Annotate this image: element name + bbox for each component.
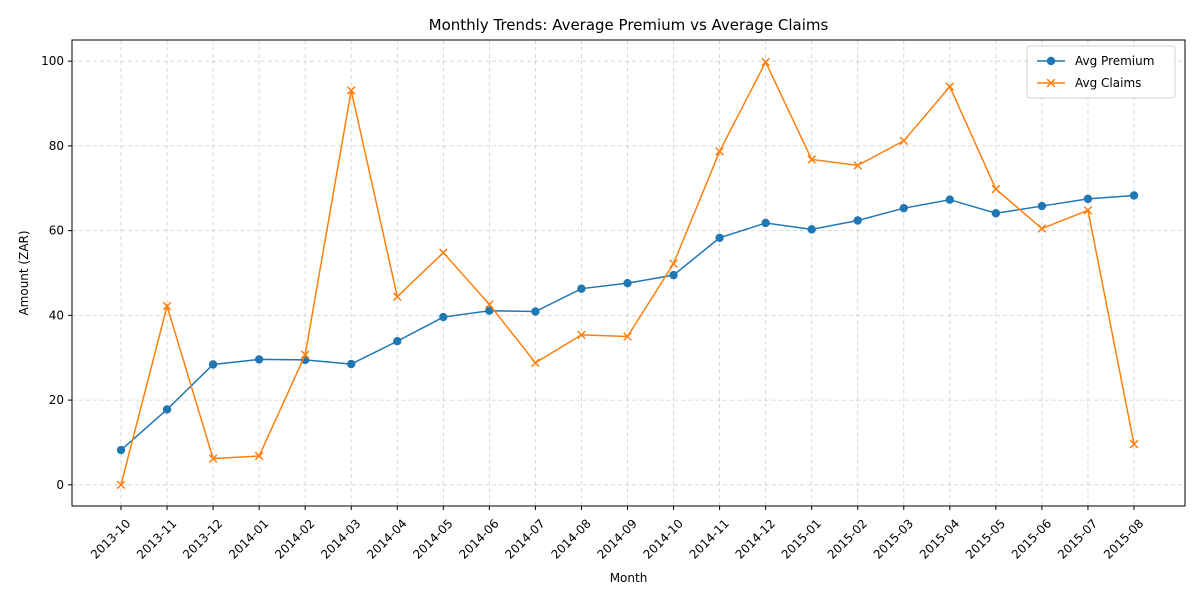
data-point (254, 355, 264, 364)
data-point (899, 136, 909, 146)
data-point (1037, 201, 1047, 211)
data-point (1083, 205, 1093, 215)
x-tick-label: 2014-12 (733, 516, 778, 561)
data-point (991, 184, 1001, 194)
data-point (254, 451, 264, 461)
data-point (853, 216, 862, 225)
data-point (945, 82, 955, 91)
x-tick-label: 2014-08 (548, 516, 593, 561)
x-tick-label: 2014-06 (456, 516, 501, 561)
x-tick-label: 2014-02 (272, 516, 317, 561)
data-point (1129, 439, 1139, 449)
y-axis-label: Amount (ZAR) (17, 230, 31, 315)
data-point (438, 248, 448, 257)
x-tick-label: 2014-04 (364, 516, 409, 561)
y-tick-label: 20 (49, 393, 64, 407)
data-point (577, 330, 586, 340)
data-point (116, 480, 126, 490)
x-tick-label: 2014-09 (594, 516, 639, 561)
data-point (807, 225, 816, 234)
x-tick-label: 2013-12 (180, 516, 225, 561)
data-point (485, 300, 494, 309)
x-tick-label: 2014-05 (410, 516, 455, 561)
y-tick-label: 40 (49, 308, 64, 322)
data-point (761, 57, 770, 67)
x-tick-label: 2013-11 (134, 516, 179, 561)
x-tick-label: 2015-05 (963, 516, 1008, 561)
y-tick-label: 60 (49, 224, 64, 238)
data-point (346, 86, 356, 95)
data-point (485, 306, 494, 315)
data-point (577, 284, 586, 293)
data-point (669, 259, 678, 269)
data-point (669, 270, 678, 280)
data-point (623, 278, 632, 288)
data-point (531, 307, 540, 316)
x-tick-label: 2015-06 (1009, 516, 1054, 561)
series-avg-claims (116, 57, 1139, 490)
legend-label: Avg Premium (1075, 54, 1154, 68)
x-tick-label: 2015-03 (871, 516, 916, 561)
legend-item: Avg Premium (1037, 54, 1154, 68)
legend-marker (1046, 78, 1056, 88)
x-axis: 2013-10 2013-11 2013-12 2014-01 2014-02 2014-… (88, 506, 1146, 562)
data-point (991, 209, 1001, 218)
y-tick-label: 80 (49, 139, 64, 153)
x-tick-label: 2014-01 (226, 516, 271, 561)
data-point (623, 332, 632, 341)
x-tick-label: 2015-02 (825, 516, 870, 561)
x-tick-label: 2014-10 (641, 516, 686, 561)
legend: Avg Premium Avg Claims (1026, 45, 1176, 99)
data-point (162, 405, 172, 414)
data-point (715, 233, 724, 243)
series-avg-premium (116, 191, 1139, 455)
chart-title: Monthly Trends: Average Premium vs Avera… (429, 16, 829, 34)
x-tick-label: 2015-08 (1101, 516, 1146, 561)
x-axis-label: Month (610, 571, 648, 585)
data-point (1129, 191, 1139, 200)
data-point (715, 147, 724, 156)
data-point (807, 155, 817, 164)
data-point (761, 218, 770, 228)
data-point (1037, 224, 1047, 233)
data-point (531, 358, 540, 368)
data-point (392, 292, 402, 302)
x-tick-label: 2014-11 (687, 516, 732, 561)
data-point (1083, 194, 1093, 204)
data-point (945, 195, 955, 204)
x-tick-label: 2015-04 (917, 516, 962, 561)
legend-marker (1046, 56, 1056, 66)
data-point (347, 359, 356, 369)
x-tick-label: 2015-01 (779, 516, 824, 561)
legend-label: Avg Claims (1075, 76, 1141, 90)
x-tick-label: 2014-07 (502, 516, 547, 561)
data-point (393, 337, 402, 346)
data-point (162, 301, 172, 311)
grid (72, 40, 1185, 506)
data-point (208, 360, 218, 369)
y-tick-label: 0 (56, 478, 64, 492)
y-tick-label: 100 (41, 54, 64, 68)
data-point (899, 203, 908, 213)
data-point (208, 454, 218, 463)
legend-item: Avg Claims (1037, 76, 1141, 90)
data-point (439, 312, 448, 322)
x-tick-label: 2013-10 (88, 516, 133, 561)
legend-box (1026, 45, 1176, 99)
series (116, 57, 1139, 490)
x-tick-label: 2014-03 (318, 516, 363, 561)
data-point (300, 350, 310, 360)
x-tick-label: 2015-07 (1055, 516, 1100, 561)
data-point (116, 445, 126, 455)
plot-area (71, 39, 1186, 507)
y-axis: 0 20 40 60 80 100 (41, 54, 72, 492)
data-point (853, 161, 863, 170)
